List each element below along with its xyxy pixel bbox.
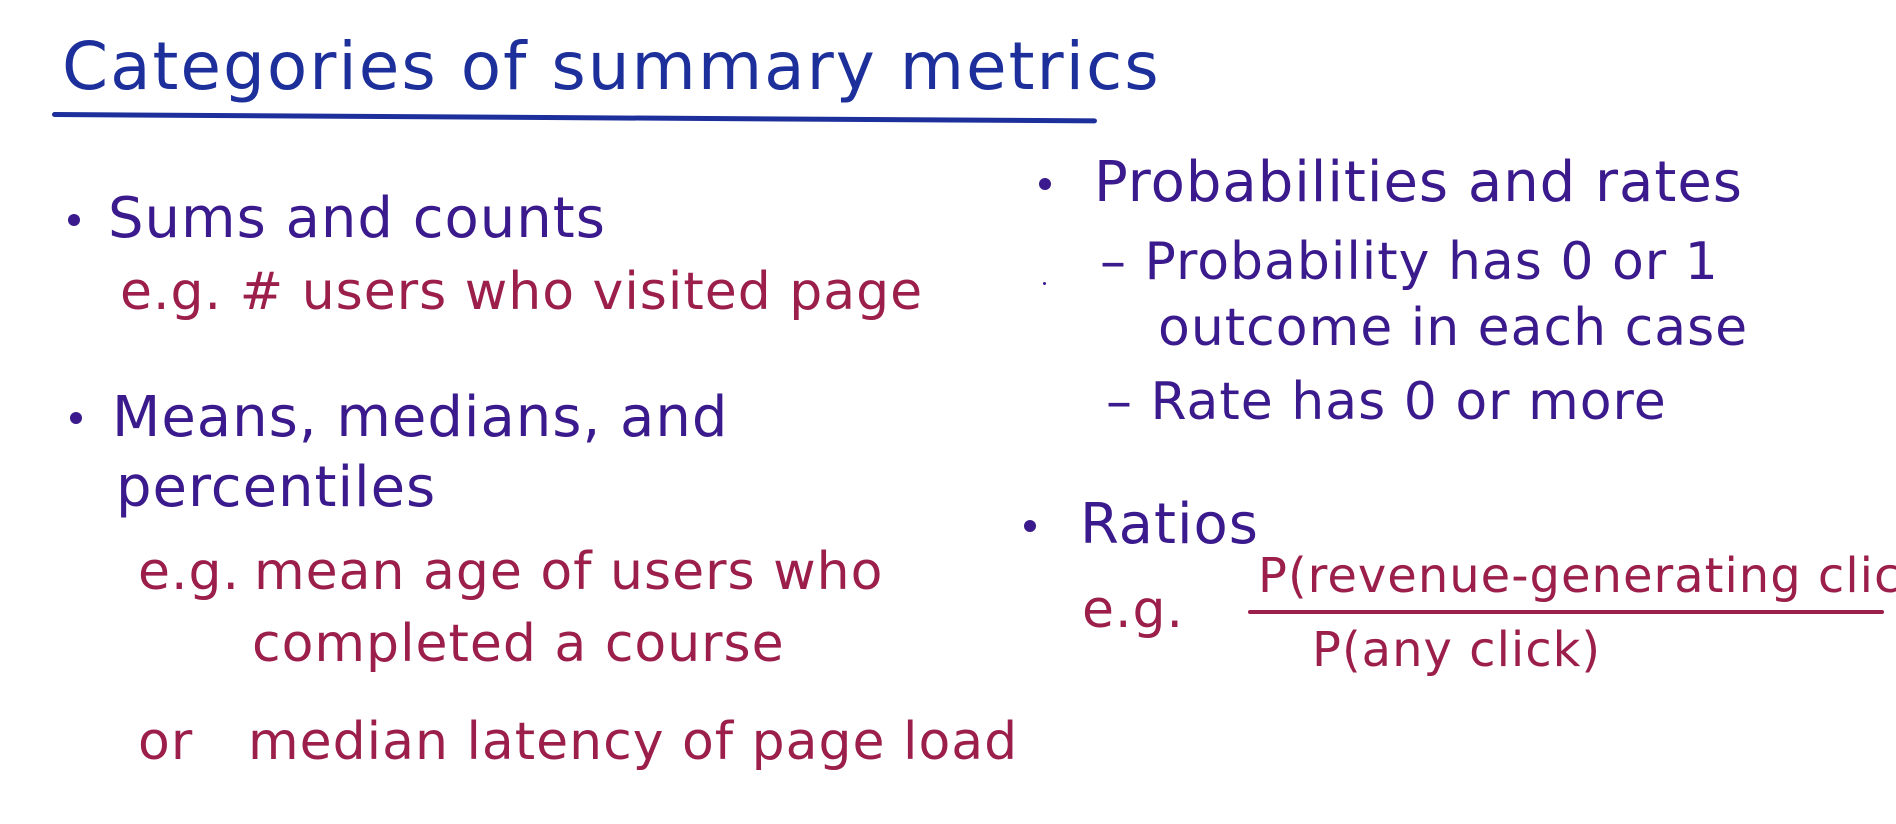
ratios-numerator: P(revenue-generating click) bbox=[1258, 548, 1896, 604]
means-heading-line1: Means, medians, and bbox=[112, 385, 729, 450]
means-example-prefix: e.g. bbox=[138, 542, 241, 602]
means-alt-prefix: or bbox=[138, 712, 194, 772]
probabilities-sub2: – Rate has 0 or more bbox=[1106, 372, 1667, 432]
bullet-ratios bbox=[1024, 520, 1036, 532]
sums-example: e.g. # users who visited page bbox=[120, 262, 924, 322]
ratios-example-prefix: e.g. bbox=[1082, 580, 1185, 640]
bullet-probabilities bbox=[1039, 178, 1051, 190]
page-title: Categories of summary metrics bbox=[62, 28, 1161, 105]
ratios-denominator: P(any click) bbox=[1312, 622, 1602, 678]
title-underline bbox=[51, 112, 1097, 124]
sums-heading: Sums and counts bbox=[108, 186, 606, 251]
probabilities-heading: Probabilities and rates bbox=[1094, 150, 1743, 215]
probabilities-sub1-line2: outcome in each case bbox=[1158, 298, 1749, 358]
bullet-sums bbox=[68, 214, 80, 226]
means-example-line1: mean age of users who bbox=[254, 542, 884, 602]
means-example-line2: completed a course bbox=[252, 614, 785, 674]
probabilities-sub1-line1: – Probability has 0 or 1 bbox=[1100, 232, 1719, 292]
fraction-bar bbox=[1248, 610, 1884, 614]
means-alt-example: median latency of page load bbox=[248, 712, 1019, 772]
bullet-means bbox=[70, 412, 82, 424]
means-heading-line2: percentiles bbox=[116, 455, 437, 520]
ratios-heading: Ratios bbox=[1080, 492, 1259, 557]
stray-marker-dot bbox=[1043, 282, 1046, 285]
